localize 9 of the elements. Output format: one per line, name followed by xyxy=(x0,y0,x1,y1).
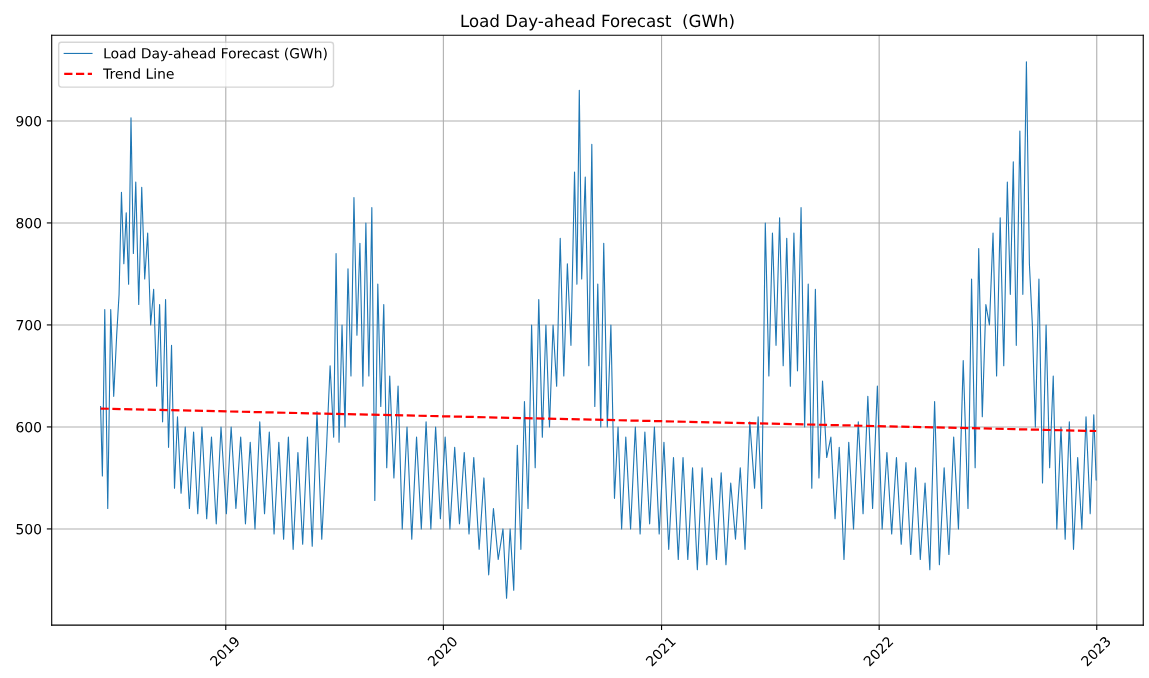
line-series xyxy=(100,61,1097,599)
y-tick-label: 800 xyxy=(16,217,42,229)
y-tick-label: 600 xyxy=(16,421,42,433)
chart-title: Load Day-ahead Forecast (GWh) xyxy=(461,14,734,31)
y-tick-label: 700 xyxy=(16,319,42,331)
legend-label: Load Day-ahead Forecast (GWh) xyxy=(104,47,327,62)
y-tick-label: 500 xyxy=(16,523,42,535)
y-tick-label: 900 xyxy=(16,115,42,127)
legend-label: Trend Line xyxy=(103,68,174,79)
